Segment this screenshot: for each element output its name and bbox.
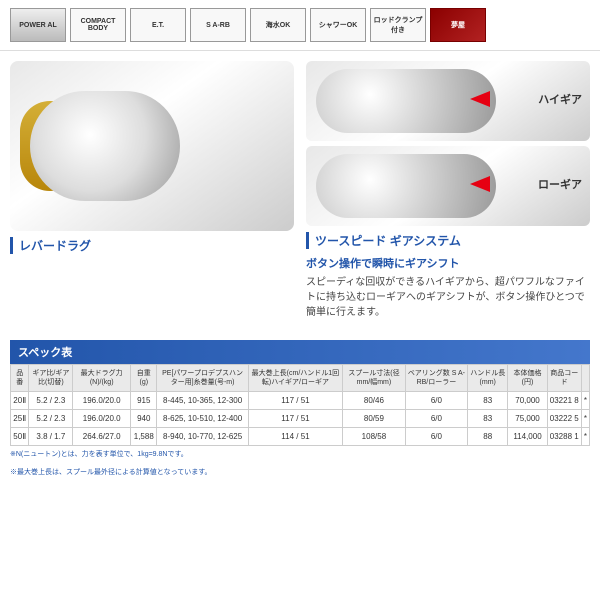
table-cell: 3.8 / 1.7 — [29, 428, 73, 446]
caption-two-speed: ツースピード ギアシステム — [306, 232, 590, 249]
table-cell: 80/46 — [343, 392, 406, 410]
label-lo-gear: ローギア — [538, 176, 582, 192]
table-header: 本体価格(円) — [508, 365, 547, 392]
table-cell: 88 — [468, 428, 508, 446]
badge-yumeya: 夢屋 — [430, 8, 486, 42]
table-cell: 264.6/27.0 — [73, 428, 131, 446]
table-header: 最大ドラグ力(N)/(kg) — [73, 365, 131, 392]
table-header: 商品コード — [547, 365, 581, 392]
feature-badges: POWER AL COMPACT BODY E.T. S A-RB 海水OK シ… — [0, 0, 600, 51]
content-row: レバードラグ ハイギア ローギア ツースピード ギアシステム ボタン操作で瞬時に… — [0, 51, 600, 330]
table-header: 自重(g) — [131, 365, 157, 392]
table-cell: 25Ⅱ — [11, 410, 29, 428]
table-cell: 50Ⅱ — [11, 428, 29, 446]
table-row: 50Ⅱ3.8 / 1.7264.6/27.01,5888-940, 10-770… — [11, 428, 590, 446]
table-cell: 75,000 — [508, 410, 547, 428]
table-cell: 70,000 — [508, 392, 547, 410]
table-cell: 915 — [131, 392, 157, 410]
table-cell: * — [581, 392, 589, 410]
description: スピーディな回収ができるハイギアから、超パワフルなファイトに持ち込むローギアへの… — [306, 275, 590, 320]
footnote-1: ※N(ニュートン)とは、力を表す単位で、1kg=9.8Nです。 — [0, 446, 600, 464]
col-right: ハイギア ローギア ツースピード ギアシステム ボタン操作で瞬時にギアシフト ス… — [306, 61, 590, 320]
table-cell: 5.2 / 2.3 — [29, 392, 73, 410]
table-cell: 8-445, 10-365, 12-300 — [157, 392, 248, 410]
table-cell: 108/58 — [343, 428, 406, 446]
table-cell: 03221 8 — [547, 392, 581, 410]
table-header: 品番 — [11, 365, 29, 392]
spec-table: 品番ギア比/ギア比(切替)最大ドラグ力(N)/(kg)自重(g)PE[パワープロ… — [10, 364, 590, 446]
table-cell: * — [581, 428, 589, 446]
badge-seawater: 海水OK — [250, 8, 306, 42]
col-left: レバードラグ — [10, 61, 294, 320]
reel-lo-gear: ローギア — [306, 146, 590, 226]
reel-pair: ハイギア ローギア — [306, 61, 590, 226]
badge-compact: COMPACT BODY — [70, 8, 126, 42]
table-cell: 5.2 / 2.3 — [29, 410, 73, 428]
table-cell: 196.0/20.0 — [73, 410, 131, 428]
table-cell: 1,588 — [131, 428, 157, 446]
table-header: 最大巻上長(cm/ハンドル1回転)ハイギア/ローギア — [248, 365, 342, 392]
table-header: ハンドル長(mm) — [468, 365, 508, 392]
table-cell: 940 — [131, 410, 157, 428]
table-cell: 03288 1 — [547, 428, 581, 446]
table-cell: 114,000 — [508, 428, 547, 446]
arrow-icon — [470, 91, 490, 107]
table-header: スプール寸法(径mm/幅mm) — [343, 365, 406, 392]
badge-et: E.T. — [130, 8, 186, 42]
table-cell: 20Ⅱ — [11, 392, 29, 410]
table-row: 25Ⅱ5.2 / 2.3196.0/20.09408-625, 10-510, … — [11, 410, 590, 428]
table-cell: 117 / 51 — [248, 410, 342, 428]
spec-table-title: スペック表 — [10, 340, 590, 364]
table-cell: 83 — [468, 392, 508, 410]
label-hi-gear: ハイギア — [538, 91, 582, 107]
table-cell: * — [581, 410, 589, 428]
table-cell: 6/0 — [405, 428, 467, 446]
table-cell: 196.0/20.0 — [73, 392, 131, 410]
caption-lever-drag: レバードラグ — [10, 237, 294, 254]
table-header: PE[パワープロデプスハンター用]糸巻量(号-m) — [157, 365, 248, 392]
table-cell: 114 / 51 — [248, 428, 342, 446]
table-cell: 117 / 51 — [248, 392, 342, 410]
table-cell: 8-625, 10-510, 12-400 — [157, 410, 248, 428]
table-cell: 83 — [468, 410, 508, 428]
badge-rodclamp: ロッドクランプ付き — [370, 8, 426, 42]
table-header — [581, 365, 589, 392]
badge-power-al: POWER AL — [10, 8, 66, 42]
reel-hi-gear: ハイギア — [306, 61, 590, 141]
table-cell: 03222 5 — [547, 410, 581, 428]
badge-shower: シャワーOK — [310, 8, 366, 42]
arrow-icon — [470, 176, 490, 192]
table-cell: 80/59 — [343, 410, 406, 428]
badge-sarb: S A-RB — [190, 8, 246, 42]
table-cell: 6/0 — [405, 410, 467, 428]
table-cell: 6/0 — [405, 392, 467, 410]
table-cell: 8-940, 10-770, 12-625 — [157, 428, 248, 446]
footnote-2: ※最大巻上長は、スプール最外径による計算値となっています。 — [0, 464, 600, 482]
reel-image-main — [10, 61, 294, 231]
table-header: ギア比/ギア比(切替) — [29, 365, 73, 392]
table-header: ベアリング数 S A-RB/ローラー — [405, 365, 467, 392]
subtitle: ボタン操作で瞬時にギアシフト — [306, 255, 590, 271]
table-row: 20Ⅱ5.2 / 2.3196.0/20.09158-445, 10-365, … — [11, 392, 590, 410]
